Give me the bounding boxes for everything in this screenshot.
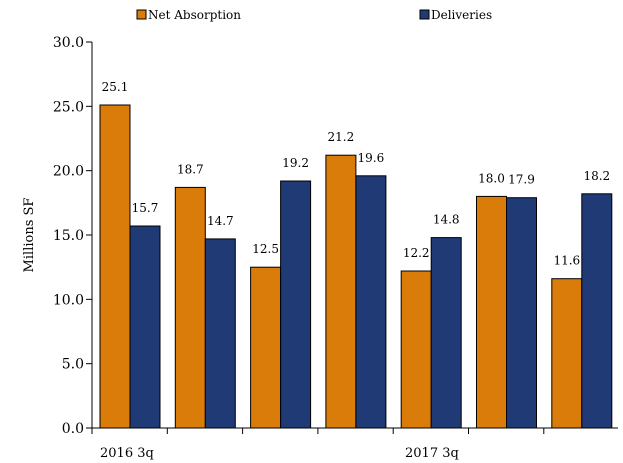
y-tick-label: 0.0 <box>62 421 84 437</box>
data-label-deliveries: 19.2 <box>282 156 309 170</box>
data-label-net-absorption: 18.0 <box>478 171 505 185</box>
bar-deliveries <box>581 193 613 429</box>
legend: Net Absorption Deliveries <box>136 8 492 22</box>
y-tick-label: 10.0 <box>53 292 84 308</box>
data-label-deliveries: 18.2 <box>583 169 610 183</box>
data-label-deliveries: 14.8 <box>433 213 460 227</box>
data-label-net-absorption: 18.7 <box>177 162 204 176</box>
data-label-deliveries: 19.6 <box>358 151 385 165</box>
bar-net-absorption <box>551 278 583 429</box>
x-tick-label: 2016 3q <box>100 446 154 461</box>
data-label-net-absorption: 25.1 <box>102 80 129 94</box>
legend-label-deliveries: Deliveries <box>431 8 492 22</box>
y-axis-title: Millions SF <box>22 198 37 273</box>
data-label-net-absorption: 12.2 <box>403 246 430 260</box>
bar-deliveries <box>506 197 537 429</box>
bar-net-absorption <box>476 195 507 429</box>
bar-deliveries <box>129 225 161 429</box>
legend-swatch-deliveries <box>419 9 430 20</box>
bar-net-absorption <box>250 266 282 429</box>
y-tick-label: 25.0 <box>53 99 84 115</box>
data-label-net-absorption: 12.5 <box>252 242 279 256</box>
data-label-deliveries: 14.7 <box>207 214 234 228</box>
legend-label-net-absorption: Net Absorption <box>148 8 241 22</box>
data-label-net-absorption: 21.2 <box>328 130 355 144</box>
legend-swatch-net-absorption <box>136 9 147 20</box>
y-tick-label: 15.0 <box>53 228 84 244</box>
plot-area: 0.0 5.0 10.0 15.0 20.0 25.0 30.0 25.1 15.7 18.7 14… <box>53 35 618 461</box>
y-tick-label: 5.0 <box>62 357 84 373</box>
bar-net-absorption <box>325 154 357 429</box>
bar-deliveries <box>355 175 387 429</box>
y-tick-label: 30.0 <box>53 35 84 51</box>
bar-net-absorption <box>99 104 131 429</box>
bar-net-absorption <box>400 270 432 429</box>
data-label-deliveries: 15.7 <box>132 201 159 215</box>
bar-deliveries <box>280 180 312 429</box>
bar-net-absorption <box>174 186 206 429</box>
bar-deliveries <box>430 237 462 429</box>
y-tick-label: 20.0 <box>53 164 84 180</box>
data-label-deliveries: 17.9 <box>508 173 535 187</box>
data-label-net-absorption: 11.6 <box>553 254 580 268</box>
x-tick-label: 2017 3q <box>405 446 459 461</box>
bar-deliveries <box>204 238 236 429</box>
